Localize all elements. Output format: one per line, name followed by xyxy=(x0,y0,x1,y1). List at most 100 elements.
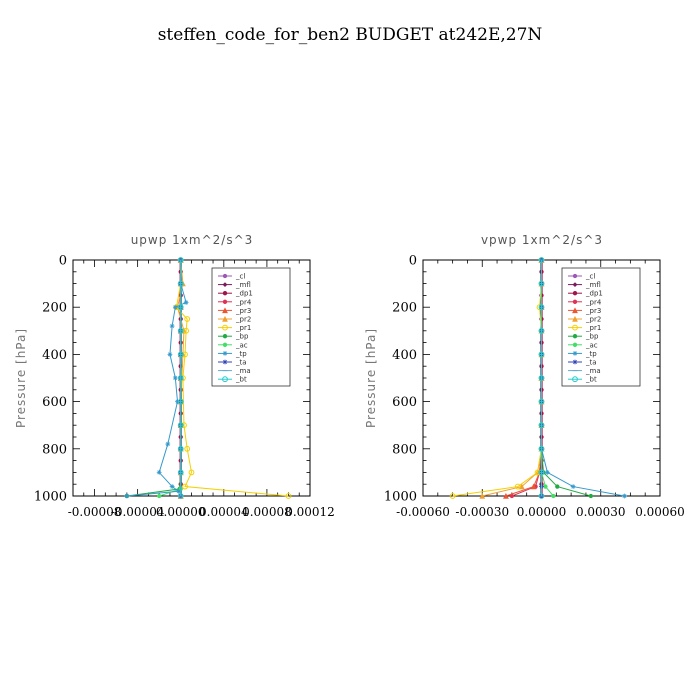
data-point xyxy=(538,375,545,381)
data-point xyxy=(545,470,550,475)
legend-box xyxy=(561,267,641,387)
series-pr4 xyxy=(509,257,544,499)
legend-marker xyxy=(572,282,578,287)
data-point xyxy=(622,493,627,499)
data-point xyxy=(177,280,184,287)
legend-box xyxy=(211,267,291,387)
panel-title-upwp: upwp 1xm^2/s^3 xyxy=(131,233,254,247)
panel-vpwp: vpwp 1xm^2/s^3 Pressure [hPa] 0 200 400 600… xyxy=(364,233,685,519)
legend-marker xyxy=(222,324,228,331)
legend-label: _pr1 xyxy=(585,324,601,332)
legend-label: _ta xyxy=(235,359,247,367)
legend-marker xyxy=(572,315,578,322)
legend-label: _tp xyxy=(585,350,597,358)
data-point xyxy=(177,398,184,405)
data-point xyxy=(538,327,545,334)
plot-area-upwp: 0 200 400 600 800 1000-0.00008-0.000040.00000… xyxy=(34,254,335,520)
data-point xyxy=(538,257,545,263)
data-point xyxy=(514,483,521,490)
legend-label: _cl xyxy=(235,273,245,281)
legend-label: _bp xyxy=(235,333,249,341)
legend-label: _pr4 xyxy=(585,298,602,306)
legend-label: _ma xyxy=(235,367,251,375)
data-point xyxy=(169,484,175,489)
y-tick-label: 1000 xyxy=(34,490,67,505)
legend-marker xyxy=(572,342,578,347)
data-point xyxy=(169,323,175,329)
x-tick-label: 0.00012 xyxy=(285,505,335,519)
series-line xyxy=(505,260,542,497)
series-pr3 xyxy=(503,256,545,499)
legend-marker xyxy=(572,351,578,356)
series-line xyxy=(511,260,542,497)
data-point xyxy=(570,484,576,489)
legend-marker xyxy=(572,273,578,279)
x-tick-label: 0.00000 xyxy=(517,505,567,519)
x-tick-label: 0.00060 xyxy=(635,505,685,519)
series-line xyxy=(126,260,182,497)
legend-marker xyxy=(572,307,578,314)
x-tick-label: -0.00008 xyxy=(68,505,122,519)
y-tick-label: 200 xyxy=(42,301,67,316)
y-tick-label: 600 xyxy=(392,395,417,410)
data-point xyxy=(177,327,184,334)
legend-marker xyxy=(222,376,228,383)
legend-label: _mfl xyxy=(585,281,601,289)
data-point xyxy=(551,493,556,499)
data-point xyxy=(184,316,191,322)
series-bt xyxy=(177,257,184,499)
legend-label: _pr1 xyxy=(235,324,251,332)
data-point xyxy=(538,398,545,405)
data-point xyxy=(175,399,180,404)
x-tick-label: 0.00004 xyxy=(199,505,249,519)
data-point xyxy=(182,483,188,490)
legend-marker xyxy=(222,315,228,322)
data-point xyxy=(177,422,184,429)
data-point xyxy=(177,445,184,452)
legend-label: _ac xyxy=(235,341,248,349)
data-point xyxy=(172,304,178,310)
data-point xyxy=(177,493,184,499)
legend-marker xyxy=(222,282,228,287)
legend-label: _pr4 xyxy=(235,298,252,306)
y-axis-label-vpwp: Pressure [hPa] xyxy=(364,328,378,428)
data-point xyxy=(177,469,184,476)
legend-marker xyxy=(572,376,578,383)
data-point xyxy=(555,484,560,489)
legend-label: _mfl xyxy=(235,281,251,289)
figure-title: steffen_code_for_ben2 BUDGET at242E,27N xyxy=(158,25,543,45)
data-point xyxy=(167,352,173,357)
legend-marker xyxy=(572,324,578,331)
data-point xyxy=(538,280,545,287)
x-tick-label: 0.00008 xyxy=(242,505,292,519)
series-line xyxy=(452,260,542,497)
legend-marker xyxy=(222,307,228,314)
x-tick-label: 0.00030 xyxy=(576,505,626,519)
data-point xyxy=(177,257,184,263)
y-tick-label: 400 xyxy=(42,348,67,363)
y-tick-label: 800 xyxy=(392,442,417,457)
data-point xyxy=(183,327,190,334)
data-point xyxy=(538,304,545,311)
data-point xyxy=(156,470,162,475)
x-tick-label: -0.00004 xyxy=(111,505,165,519)
panel-title-vpwp: vpwp 1xm^2/s^3 xyxy=(481,233,603,247)
legend-marker xyxy=(222,351,228,356)
data-point xyxy=(177,304,184,311)
data-point xyxy=(538,469,545,476)
data-point xyxy=(157,493,162,499)
data-point xyxy=(165,441,171,447)
data-point xyxy=(177,351,184,358)
legend-label: _pr2 xyxy=(235,316,251,324)
data-point xyxy=(184,445,191,452)
data-point xyxy=(172,375,178,381)
y-tick-label: 1000 xyxy=(384,490,417,505)
legend-marker xyxy=(572,359,578,365)
data-point xyxy=(538,493,545,499)
legend: _cl_mfl_dp1_pr4_pr3_pr2_pr1_bp_ac_tp_ta_… xyxy=(211,267,291,387)
data-point xyxy=(449,493,456,499)
legend-label: _dp1 xyxy=(235,290,253,298)
y-tick-label: 200 xyxy=(392,301,417,316)
legend-label: _ma xyxy=(585,367,601,375)
data-point xyxy=(509,493,515,499)
